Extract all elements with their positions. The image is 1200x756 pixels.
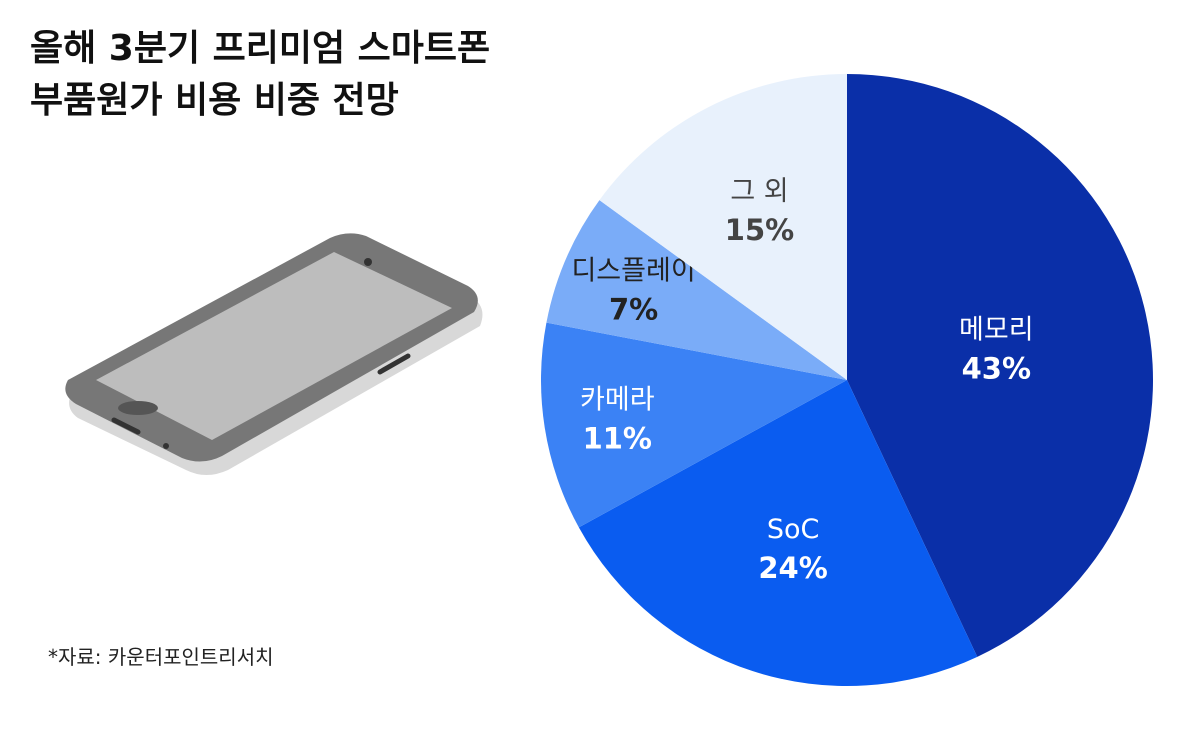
phone-jack (163, 443, 169, 449)
slice-value: 24% (758, 551, 827, 585)
phone-screen (96, 252, 452, 440)
slice-label: 메모리 (959, 315, 1034, 346)
pie-slice (546, 200, 847, 380)
slice-value: 15% (725, 213, 794, 247)
slice-value: 11% (583, 421, 652, 455)
source-note: *자료: 카운터포인트리서치 (48, 645, 274, 669)
slice-value: 43% (962, 352, 1031, 386)
slice-value: 7% (609, 293, 658, 327)
pie-slice (599, 74, 847, 380)
phone-camera (364, 258, 372, 266)
slice-label: 그 외 (730, 176, 788, 207)
chart-title: 올해 3분기 프리미엄 스마트폰 (30, 28, 490, 69)
phone-button (118, 401, 158, 415)
chart-title: 부품원가 비용 비중 전망 (30, 80, 399, 121)
pie-slice (541, 322, 847, 528)
pie-slice (847, 74, 1153, 657)
phone-port (111, 417, 141, 435)
pie-slice (578, 380, 978, 686)
phone-port (377, 353, 411, 375)
slice-label: SoC (767, 514, 820, 545)
slice-label: 카메라 (580, 384, 655, 415)
phone-illustration (65, 233, 483, 475)
slice-label: 디스플레이 (571, 256, 695, 287)
